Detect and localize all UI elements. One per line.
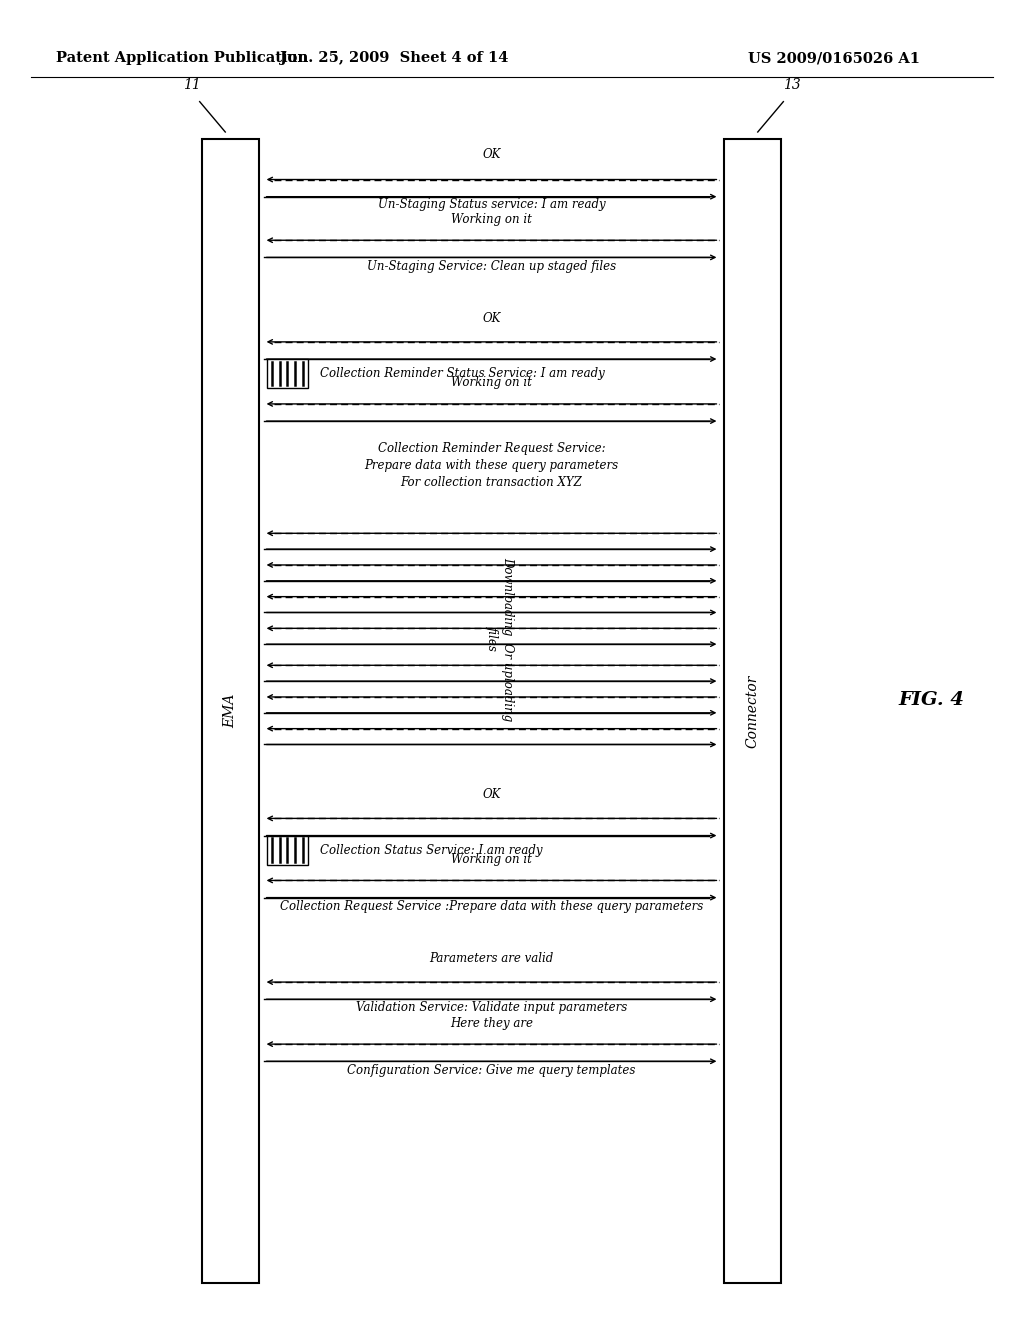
Text: Collection Reminder Status Service: I am ready: Collection Reminder Status Service: I am…: [319, 367, 605, 380]
Text: Collection Status Service: I am ready: Collection Status Service: I am ready: [319, 843, 543, 857]
Text: Working on it: Working on it: [452, 376, 531, 389]
Text: Patent Application Publication: Patent Application Publication: [56, 51, 308, 65]
Text: Downloading  Or uploading
files: Downloading Or uploading files: [485, 557, 514, 721]
Text: 11: 11: [182, 78, 201, 92]
Text: Collection Reminder Request Service:
Prepare data with these query parameters
Fo: Collection Reminder Request Service: Pre…: [365, 442, 618, 490]
Text: Working on it: Working on it: [452, 853, 531, 866]
Text: Un-Staging Service: Clean up staged files: Un-Staging Service: Clean up staged file…: [367, 260, 616, 273]
Text: Validation Service: Validate input parameters: Validation Service: Validate input param…: [356, 1001, 627, 1014]
Text: Connector: Connector: [745, 675, 760, 747]
Bar: [266, 359, 307, 388]
Bar: [725, 139, 781, 1283]
Text: Working on it: Working on it: [452, 213, 531, 226]
Text: Collection Request Service :Prepare data with these query parameters: Collection Request Service :Prepare data…: [280, 900, 703, 913]
Text: Jun. 25, 2009  Sheet 4 of 14: Jun. 25, 2009 Sheet 4 of 14: [280, 51, 509, 65]
Bar: [266, 836, 307, 865]
Text: EMA: EMA: [223, 693, 238, 729]
Text: 13: 13: [782, 78, 801, 92]
Text: Here they are: Here they are: [450, 1016, 534, 1030]
Text: FIG. 4: FIG. 4: [899, 690, 965, 709]
Text: US 2009/0165026 A1: US 2009/0165026 A1: [748, 51, 920, 65]
Text: Parameters are valid: Parameters are valid: [429, 952, 554, 965]
Text: Un-Staging Status service: I am ready: Un-Staging Status service: I am ready: [378, 198, 605, 211]
Text: OK: OK: [482, 312, 501, 325]
Text: OK: OK: [482, 148, 501, 161]
Bar: [203, 139, 258, 1283]
Text: OK: OK: [482, 788, 501, 801]
Text: Configuration Service: Give me query templates: Configuration Service: Give me query tem…: [347, 1064, 636, 1077]
